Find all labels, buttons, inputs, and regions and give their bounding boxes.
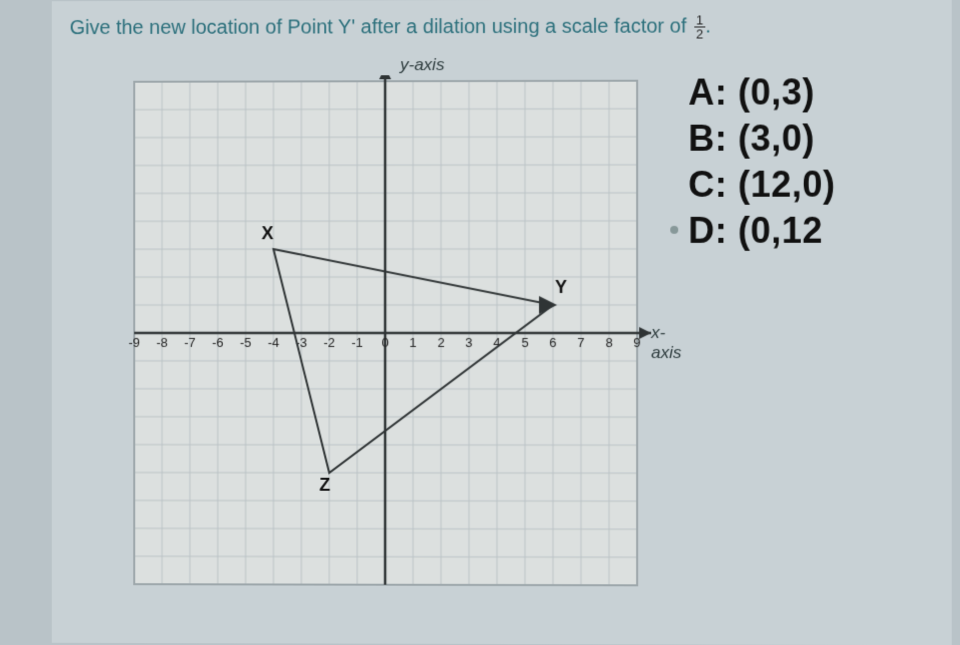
svg-text:-1: -1	[351, 335, 363, 350]
svg-text:7: 7	[577, 335, 584, 350]
svg-text:1: 1	[409, 335, 416, 350]
svg-text:-7: -7	[184, 335, 196, 350]
worksheet-page: Give the new location of Point Y' after …	[52, 0, 952, 645]
coordinate-graph: y-axis x-axis -9-8-7-6-5-4-3-2-101234567…	[106, 60, 645, 621]
answer-c-key: C	[688, 164, 715, 205]
svg-text:-6: -6	[212, 335, 224, 350]
svg-text:-2: -2	[324, 335, 336, 350]
svg-text:9: 9	[634, 335, 641, 350]
svg-text:Z: Z	[319, 475, 330, 495]
fraction-denominator: 2	[694, 27, 705, 40]
svg-text:5: 5	[521, 335, 528, 350]
question-text: Give the new location of Point Y' after …	[70, 13, 711, 42]
grid-svg: -9-8-7-6-5-4-3-2-10123456789XYZ	[106, 75, 705, 636]
question-trailing: .	[705, 15, 711, 37]
answer-choices: A: (0,3) B: (3,0) C: (12,0) D: (0,12	[688, 71, 960, 256]
fraction-numerator: 1	[694, 13, 705, 27]
svg-text:Y: Y	[555, 277, 567, 297]
svg-text:-4: -4	[268, 335, 280, 350]
svg-text:-9: -9	[128, 335, 139, 350]
answer-d[interactable]: D: (0,12	[688, 210, 960, 252]
y-axis-label: y-axis	[400, 55, 444, 75]
artifact-dot	[670, 226, 678, 234]
answer-d-text: (0,12	[738, 210, 823, 251]
scale-factor-fraction: 1 2	[694, 13, 705, 40]
question-prompt: Give the new location of Point Y' after …	[70, 15, 687, 39]
answer-a[interactable]: A: (0,3)	[688, 71, 960, 114]
svg-text:0: 0	[382, 335, 389, 350]
answer-b[interactable]: B: (3,0)	[688, 117, 960, 160]
svg-text:6: 6	[549, 335, 556, 350]
answer-b-key: B	[688, 118, 715, 159]
answer-c[interactable]: C: (12,0)	[688, 163, 960, 205]
answer-d-key: D	[688, 210, 715, 251]
svg-text:8: 8	[605, 335, 612, 350]
answer-b-text: (3,0)	[738, 117, 815, 158]
svg-text:-5: -5	[240, 335, 252, 350]
svg-text:3: 3	[465, 335, 472, 350]
svg-text:X: X	[262, 223, 274, 243]
svg-text:-8: -8	[156, 335, 168, 350]
answer-c-text: (12,0)	[738, 164, 836, 205]
answer-a-text: (0,3)	[738, 71, 815, 112]
answer-a-key: A	[688, 72, 715, 113]
svg-text:2: 2	[437, 335, 444, 350]
